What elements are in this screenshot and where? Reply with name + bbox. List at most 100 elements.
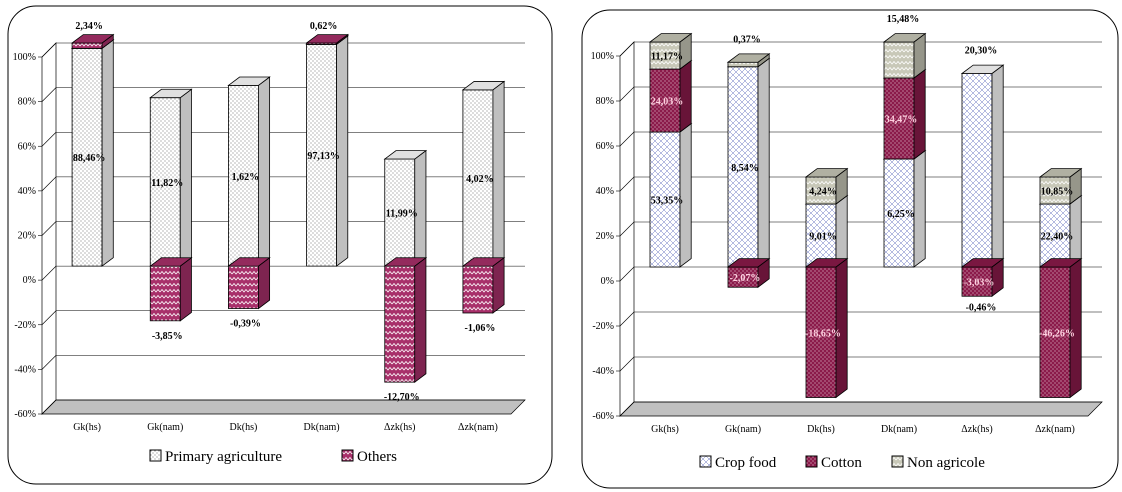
bar-segment-non-agricole	[882, 32, 927, 79]
legend-primary-agriculture: Primary agriculture	[149, 449, 282, 465]
bar-front	[1039, 203, 1071, 268]
bar-top	[726, 258, 771, 268]
bars	[70, 33, 506, 383]
legend-cotton: Cotton	[805, 455, 862, 471]
bar-segment-cotton	[1038, 257, 1083, 399]
data-label: 34,47%	[885, 115, 918, 126]
bar-side	[492, 80, 505, 267]
bar-side	[492, 256, 505, 314]
x-tick-label: Dk(nam)	[304, 422, 340, 433]
bar-side	[258, 76, 271, 267]
gridline-side	[41, 176, 57, 192]
bar-front	[149, 265, 181, 322]
legend-others: Others	[341, 449, 397, 465]
bar-segment-non-agricole	[1038, 167, 1083, 205]
data-label: -1,06%	[464, 323, 495, 334]
bar-top	[804, 168, 849, 178]
data-label: 88,46%	[73, 153, 106, 164]
data-label: 4,02%	[466, 174, 494, 185]
data-label: -46,26%	[1039, 328, 1075, 339]
data-label: -2,07%	[730, 273, 761, 284]
bar-front	[71, 42, 103, 49]
data-label: -0,46%	[966, 302, 997, 313]
y-tick-label: 60%	[18, 141, 36, 152]
bar-segment-cotton	[804, 257, 849, 399]
x-tick-label: Dk(hs)	[230, 422, 258, 433]
data-label: 24,03%	[651, 97, 684, 108]
bar-top	[149, 88, 193, 99]
bar-front	[805, 203, 837, 268]
data-label: 53,35%	[651, 196, 684, 207]
gridlines	[38, 42, 525, 415]
bar-front	[805, 176, 837, 205]
y-tick-label: 80%	[18, 97, 36, 108]
bar-side	[757, 57, 770, 268]
gridline-side	[619, 401, 635, 417]
legend-label: Crop food	[715, 455, 777, 471]
left-chart-panel: 100% 80% 60% 40% 20% 0% -20% -40% -60% Gk(hs) Gk(n…	[0, 0, 554, 492]
data-label: 9,01%	[809, 232, 837, 243]
bars	[648, 32, 1083, 399]
x-tick-label: Δzk(nam)	[1035, 424, 1075, 435]
gridline-side	[41, 399, 57, 415]
legend-label: Non agricole	[907, 455, 985, 471]
bar-top	[1038, 168, 1083, 178]
legend-swatch	[149, 449, 162, 462]
bar-side	[913, 149, 926, 268]
right-chart-svg: 100% 80% 60% 40% 20% 0% -20% -40% -60% Gk(hs) Gk(n…	[581, 9, 1119, 489]
y-tick-label: 40%	[596, 186, 614, 197]
data-label: 11,99%	[386, 209, 418, 220]
bar-top	[1038, 258, 1083, 268]
data-label: 11,82%	[151, 178, 183, 189]
bar-top	[882, 33, 927, 43]
y-tick-label: -60%	[14, 409, 36, 420]
bar-segment-cotton	[960, 257, 1005, 298]
bar-front	[228, 265, 259, 309]
bar-front	[727, 61, 759, 68]
gridline-side	[41, 265, 57, 281]
bar-front	[883, 158, 915, 268]
y-tick-label: -20%	[592, 321, 614, 332]
gridline-side	[41, 355, 57, 370]
bar-front	[384, 265, 416, 383]
data-labels: 53,35% 24,03% 11,17% 8,54% -2,07% 0,37% 9,01% -…	[651, 14, 1075, 339]
gridline-side	[41, 310, 57, 325]
legend-non-agricole: Non agricole	[891, 455, 985, 471]
bar-front	[961, 73, 993, 268]
x-tick-label: Δzk(hs)	[384, 422, 415, 433]
floor	[619, 401, 1103, 417]
gridline-side	[41, 221, 57, 236]
bar-front	[228, 84, 259, 267]
gridline-side	[41, 87, 57, 102]
legend: Primary agriculture Others	[149, 449, 397, 465]
data-label: 15,48%	[887, 14, 920, 25]
bar-front	[805, 266, 837, 398]
data-label: 1,62%	[232, 172, 260, 183]
bar-front	[462, 265, 494, 314]
data-label: 0,37%	[733, 34, 761, 45]
x-tick-label: Gk(nam)	[147, 422, 183, 433]
data-label: 20,30%	[965, 46, 998, 57]
data-label: 6,25%	[887, 209, 915, 220]
legend-crop-food: Crop food	[699, 455, 777, 471]
legend-label: Cotton	[821, 455, 862, 471]
data-label: -3,85%	[152, 331, 183, 342]
y-tick-label: 20%	[596, 231, 614, 242]
bar-segment-others	[227, 256, 271, 310]
data-label: 97,13%	[307, 151, 340, 162]
bar-top	[305, 34, 349, 44]
bar-segment-others	[70, 33, 115, 50]
bar-segment-others	[149, 256, 193, 322]
bar-segment-non-agricole	[726, 53, 771, 68]
gridline-side	[619, 311, 635, 327]
bar-top	[383, 257, 428, 267]
bar-segment-non-agricole	[804, 167, 849, 205]
legend-swatch	[699, 455, 712, 468]
bar-segment-crop-food	[648, 122, 693, 268]
data-label: -0,39%	[230, 319, 261, 330]
bar-front	[306, 43, 337, 267]
bar-side	[414, 256, 427, 383]
data-label: 0,62%	[310, 21, 338, 32]
bar-segment-others	[461, 256, 506, 314]
data-label: -12,70%	[384, 392, 420, 403]
